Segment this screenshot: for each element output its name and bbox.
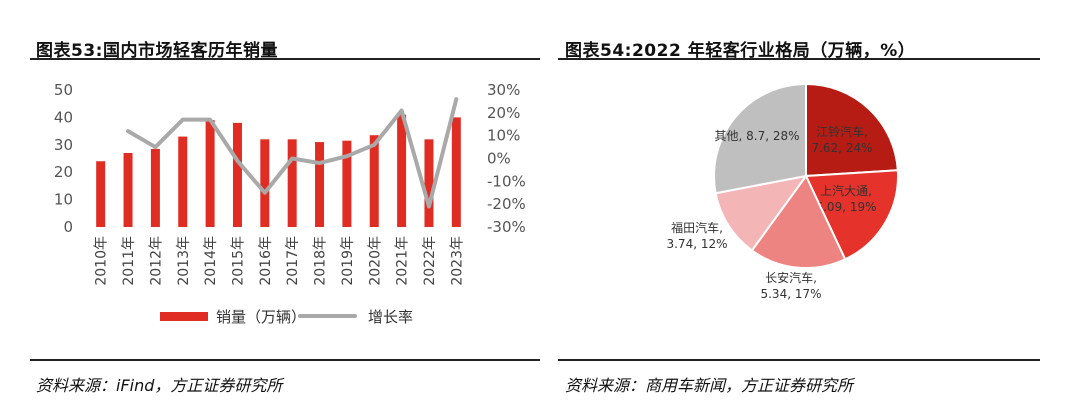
growth-rate-point [318,162,321,164]
growth-rate-point [127,130,129,132]
right-chart-title: 图表54:2022 年轻客行业格局（万辆，%） [565,41,916,61]
market-share-pie-chart: 江铃汽车, 7.62, 24% 上汽大通, 6.09, 19% 长安汽车, 5.34, 1… [666,82,899,301]
legend-growth-label: 增长率 [368,308,413,326]
bar-sales [232,122,242,227]
pie-slice [750,174,847,269]
x-axis-category-label: 2017年 [285,236,301,286]
bar-sales [369,135,379,227]
pie-slice [714,174,809,252]
bar-sales [123,153,133,227]
pie-slice [805,82,899,178]
x-axis-category-label: 2010年 [94,236,110,286]
right-axis-tick-label: 20% [487,104,520,122]
x-axis-category-label: 2022年 [422,236,438,286]
right-axis-tick-label: 30% [487,81,520,99]
right-axis-tick-label: -20% [487,195,526,213]
legend-sales-label: 销量（万辆） [216,308,306,326]
pie-slice [804,169,899,261]
growth-rate-point [346,155,348,158]
x-axis-category-label: 2014年 [203,236,219,286]
left-axis-tick-label: 30 [54,136,73,154]
pie-slice-label: 江铃汽车, [816,124,868,139]
pie-slice-label: 5.34, 17% [760,287,821,301]
right-source-rule [558,359,1040,361]
legend-sales-swatch [160,312,208,321]
bar-sales [451,117,461,227]
bar-sales [397,114,407,227]
bar-sales [150,148,160,227]
pie-slice-label: 7.62, 24% [811,141,872,155]
bar-sales [260,139,270,227]
bar-sales [342,140,352,227]
x-axis-category-label: 2018年 [313,236,329,286]
growth-rate-point [154,146,157,148]
x-axis-category-label: 2011年 [121,236,137,286]
pie-slice-label: 其他, 8.7, 28% [714,129,799,143]
x-axis-category-label: 2012年 [148,236,164,286]
left-axis-tick-label: 0 [63,218,73,236]
growth-rate-point [291,157,293,160]
x-axis-category-label: 2019年 [340,236,356,286]
bar-sales [96,161,106,227]
bar-sales [315,142,325,227]
growth-rate-point [373,144,376,146]
pie-slice [713,82,807,195]
right-axis-tick-label: -30% [487,218,526,236]
left-axis-tick-label: 20 [54,163,73,181]
bar-sales [287,139,297,227]
growth-rate-point [455,98,458,100]
left-axis-tick-label: 40 [54,108,73,126]
growth-rate-point [428,205,430,208]
bar-sales [205,120,215,227]
sales-combo-chart: 0 10 20 30 40 50 -30% -20% -10% 0% 10% 20% 30% 2010年 2… [54,81,526,326]
growth-rate-point [236,159,239,162]
right-axis-tick-label: -10% [487,172,526,190]
bar-sales [178,136,188,227]
x-axis-category-label: 2016年 [258,236,274,286]
right-axis-tick-label: 0% [487,150,511,168]
x-axis-category-label: 2023年 [449,236,465,286]
x-axis-category-label: 2015年 [230,236,246,286]
left-axis-tick-label: 50 [54,81,73,99]
x-axis-category-label: 2021年 [395,236,411,286]
pie-slice-label: 3.74, 12% [666,237,727,251]
growth-rate-point [400,109,403,112]
pie-slice-label: 上汽大通, [820,183,872,198]
growth-rate-point [209,118,211,121]
left-source-rule [30,359,540,361]
left-chart-title: 图表53:国内市场轻客历年销量 [36,41,278,61]
right-title-rule [558,58,1040,60]
right-source-note: 资料来源：商用车新闻，方正证券研究所 [565,376,854,395]
growth-rate-point [181,118,184,121]
growth-rate-point [264,191,266,194]
pie-slice-label: 6.09, 19% [815,200,876,214]
pie-slice-label: 福田汽车, [671,220,723,235]
x-axis-category-label: 2013年 [176,236,192,286]
x-axis-category-label: 2020年 [367,236,383,286]
bar-sales [424,139,434,227]
left-title-rule [30,58,540,60]
pie-slice-label: 长安汽车, [765,270,817,285]
left-axis-tick-label: 10 [54,191,73,209]
left-source-note: 资料来源：iFind，方正证券研究所 [36,376,283,395]
right-axis-tick-label: 10% [487,127,520,145]
